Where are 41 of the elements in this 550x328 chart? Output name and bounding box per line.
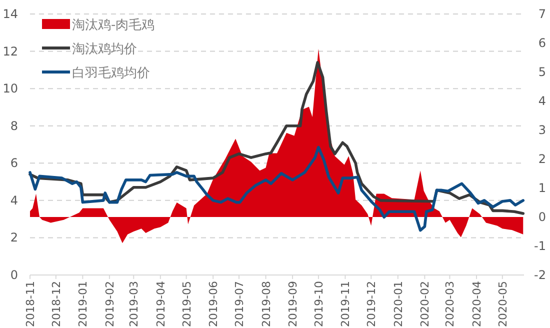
- y2-tick-label: 3: [538, 123, 546, 137]
- y2-tick-label: 2: [538, 152, 546, 166]
- x-tick-label: 2020-01: [392, 281, 405, 327]
- legend-label: 淘汰鸡均价: [72, 42, 137, 57]
- x-tick-label: 2019-04: [154, 281, 168, 327]
- x-tick-label: 2019-02: [103, 281, 116, 327]
- y2-tick-label: 6: [538, 36, 546, 50]
- y2-tick-label: -2: [534, 268, 546, 282]
- y-tick-label: 2: [10, 230, 18, 245]
- y-tick-label: 6: [10, 156, 18, 170]
- x-tick-label: 2019-12: [365, 281, 378, 327]
- x-tick-label: 2020-03: [444, 281, 457, 327]
- x-tick-label: 2019-08: [260, 281, 273, 327]
- y-tick-label: 10: [2, 82, 18, 96]
- x-tick-label: 2019-10: [312, 281, 326, 327]
- x-tick-label: 2018-12: [50, 281, 63, 327]
- y-tick-label: 14: [2, 7, 18, 21]
- legend-label: 白羽毛鸡均价: [72, 66, 150, 81]
- legend-label: 淘汰鸡-肉毛鸡: [72, 18, 155, 33]
- x-tick-label: 2019-06: [207, 281, 220, 327]
- y-tick-label: 0: [10, 268, 18, 282]
- x-tick-label: 2019-05: [180, 281, 194, 327]
- x-tick-label: 2019-11: [339, 281, 352, 327]
- y2-tick-label: 1: [538, 181, 546, 195]
- y2-tick-label: 4: [538, 94, 546, 108]
- y2-tick-label: 5: [538, 65, 546, 79]
- x-tick-label: 2019-07: [233, 281, 246, 327]
- y2-tick-label: 0: [538, 210, 546, 224]
- y2-tick-label: 7: [538, 7, 546, 21]
- y2-tick-label: -1: [534, 239, 546, 253]
- x-tick-label: 2018-11: [24, 281, 37, 327]
- x-tick-label: 2019-03: [128, 281, 141, 327]
- y-tick-label: 4: [10, 193, 18, 208]
- x-tick-label: 2020-04: [470, 281, 484, 327]
- x-tick-label: 2019-09: [286, 281, 300, 327]
- line-series: [28, 146, 525, 232]
- y-tick-label: 8: [10, 118, 18, 133]
- x-tick-label: 2020-02: [418, 281, 432, 327]
- x-tick-label: 2019-01: [76, 281, 90, 327]
- y-tick-label: 12: [2, 44, 18, 58]
- x-tick-label: 2020-05: [496, 281, 510, 327]
